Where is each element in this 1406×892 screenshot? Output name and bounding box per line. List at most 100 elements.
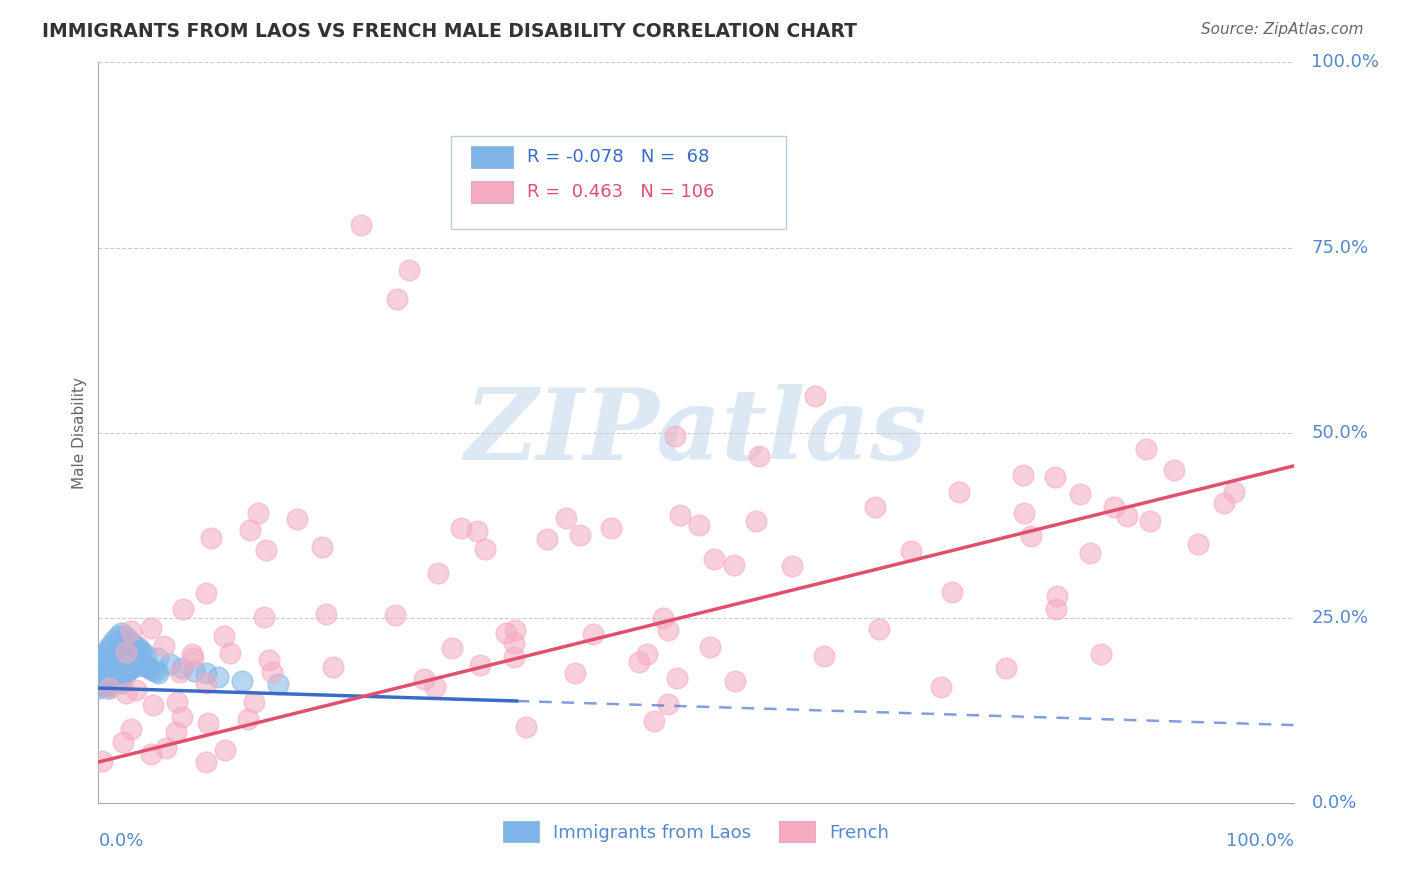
Text: 0.0%: 0.0%: [98, 832, 143, 850]
Point: [536, 532, 558, 546]
Point: [668, 508, 690, 522]
Point: [413, 673, 436, 687]
Point: [195, 755, 218, 769]
Point: [120, 624, 142, 639]
FancyBboxPatch shape: [451, 136, 786, 229]
Point: [941, 584, 963, 599]
Point: [262, 665, 284, 679]
Point: [91, 679, 114, 693]
Point: [254, 543, 277, 558]
Point: [236, 712, 259, 726]
Point: [724, 674, 747, 689]
Point: [194, 586, 217, 600]
Point: [350, 219, 373, 233]
Point: [699, 640, 721, 654]
Point: [135, 648, 157, 662]
Point: [89, 681, 111, 695]
Point: [107, 629, 129, 643]
Point: [117, 663, 139, 677]
Point: [96, 644, 118, 658]
Point: [100, 637, 122, 651]
Point: [995, 661, 1018, 675]
Point: [813, 649, 835, 664]
Point: [231, 673, 253, 688]
Point: [1104, 500, 1126, 514]
Point: [652, 611, 675, 625]
Point: [246, 506, 269, 520]
Point: [465, 524, 488, 538]
Point: [748, 450, 770, 464]
Point: [155, 741, 177, 756]
Point: [242, 696, 264, 710]
Text: 50.0%: 50.0%: [1312, 424, 1368, 442]
Point: [1012, 506, 1035, 520]
Point: [172, 661, 194, 675]
Point: [197, 715, 219, 730]
Point: [118, 632, 141, 647]
Point: [1135, 442, 1157, 456]
Point: [804, 388, 827, 402]
Point: [657, 623, 679, 637]
Point: [114, 664, 136, 678]
Point: [101, 651, 124, 665]
Point: [103, 632, 125, 647]
Point: [1043, 470, 1066, 484]
Point: [214, 743, 236, 757]
Point: [114, 629, 136, 643]
Point: [868, 622, 890, 636]
Point: [107, 666, 129, 681]
Point: [94, 672, 117, 686]
Point: [105, 663, 128, 677]
Point: [112, 735, 135, 749]
Point: [267, 677, 290, 691]
Point: [450, 520, 472, 534]
Point: [555, 510, 578, 524]
Point: [141, 663, 163, 677]
Point: [181, 651, 204, 665]
Point: [1187, 536, 1209, 550]
Point: [97, 679, 120, 693]
Point: [212, 629, 235, 643]
Point: [115, 666, 138, 681]
Point: [1116, 509, 1139, 524]
Point: [218, 646, 240, 660]
Point: [93, 676, 115, 690]
Point: [664, 429, 686, 443]
Point: [124, 657, 146, 671]
Point: [865, 500, 887, 514]
Point: [145, 664, 167, 678]
Point: [468, 658, 491, 673]
Point: [132, 657, 155, 671]
Point: [1012, 468, 1035, 483]
Point: [166, 695, 188, 709]
Point: [97, 681, 120, 696]
Point: [929, 681, 952, 695]
Point: [900, 544, 922, 558]
Point: [107, 670, 129, 684]
Point: [122, 637, 145, 651]
Point: [103, 672, 125, 686]
Point: [110, 625, 132, 640]
Point: [90, 677, 112, 691]
Point: [745, 515, 768, 529]
Point: [311, 540, 333, 554]
Point: [723, 558, 745, 572]
Point: [657, 698, 679, 712]
Point: [666, 671, 689, 685]
Point: [1139, 515, 1161, 529]
Point: [139, 747, 162, 762]
Point: [124, 640, 146, 655]
Point: [780, 558, 803, 573]
Point: [636, 647, 658, 661]
Point: [1019, 529, 1042, 543]
Point: [600, 521, 623, 535]
Point: [200, 531, 222, 545]
Point: [135, 658, 157, 673]
Point: [131, 644, 153, 658]
Text: R = -0.078   N =  68: R = -0.078 N = 68: [527, 148, 710, 166]
Point: [643, 714, 665, 728]
Point: [398, 262, 420, 277]
Point: [129, 644, 152, 658]
Point: [105, 648, 128, 662]
Y-axis label: Male Disability: Male Disability: [72, 376, 87, 489]
